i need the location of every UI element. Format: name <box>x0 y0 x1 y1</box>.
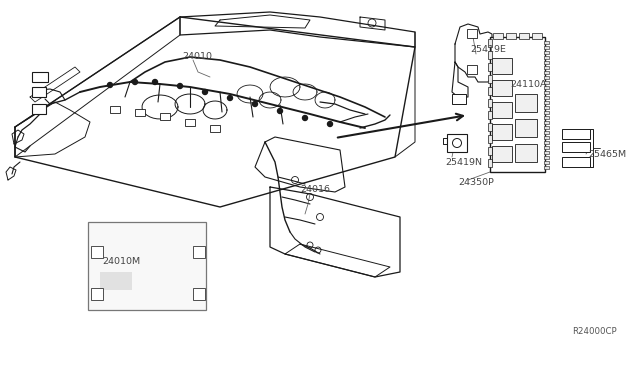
Bar <box>467 65 477 74</box>
Bar <box>100 272 132 290</box>
Circle shape <box>202 90 207 94</box>
Text: 24010: 24010 <box>182 52 212 61</box>
Bar <box>488 51 492 59</box>
Text: 25465M: 25465M <box>588 150 626 159</box>
Text: 25419E: 25419E <box>470 45 506 54</box>
Bar <box>544 51 549 54</box>
Bar <box>488 87 492 95</box>
Bar <box>562 142 590 152</box>
Bar <box>544 56 549 59</box>
Bar <box>544 111 549 114</box>
Bar <box>488 75 492 83</box>
Bar <box>210 125 220 132</box>
Bar <box>544 91 549 94</box>
Bar <box>544 116 549 119</box>
Bar <box>544 141 549 144</box>
Bar <box>91 246 103 258</box>
Bar <box>488 159 492 167</box>
Circle shape <box>152 80 157 84</box>
Bar <box>193 246 205 258</box>
Bar <box>110 106 120 113</box>
Bar <box>488 99 492 107</box>
Bar <box>515 94 537 112</box>
Circle shape <box>108 83 113 87</box>
Bar <box>160 113 170 120</box>
Bar <box>519 33 529 39</box>
Bar <box>447 134 467 152</box>
Text: 25419N: 25419N <box>445 158 482 167</box>
Text: 24016: 24016 <box>300 185 330 194</box>
Text: 24350P: 24350P <box>458 178 494 187</box>
Bar <box>544 161 549 164</box>
Bar <box>544 96 549 99</box>
Bar <box>544 151 549 154</box>
Circle shape <box>253 102 257 106</box>
Bar <box>544 136 549 139</box>
Bar <box>193 288 205 300</box>
Text: R24000CP: R24000CP <box>572 327 616 336</box>
Text: 24110A: 24110A <box>510 80 547 89</box>
Bar <box>562 157 590 167</box>
Bar <box>88 222 206 310</box>
Circle shape <box>132 80 138 84</box>
Bar <box>490 37 545 172</box>
Bar <box>32 72 48 82</box>
Bar <box>452 94 466 104</box>
Bar <box>492 146 512 162</box>
Bar <box>544 86 549 89</box>
Bar <box>32 104 46 114</box>
Bar <box>544 41 549 44</box>
Circle shape <box>328 122 333 126</box>
Bar <box>544 121 549 124</box>
Bar <box>488 63 492 71</box>
Bar <box>532 33 542 39</box>
Bar <box>488 147 492 155</box>
Circle shape <box>278 109 282 113</box>
Bar <box>544 46 549 49</box>
Bar <box>544 66 549 69</box>
Bar <box>506 33 516 39</box>
Bar <box>562 129 590 139</box>
Bar <box>544 106 549 109</box>
Text: 24010M: 24010M <box>102 257 140 266</box>
Bar <box>492 58 512 74</box>
Bar <box>32 87 46 97</box>
Bar <box>544 131 549 134</box>
Bar <box>544 81 549 84</box>
Bar <box>488 111 492 119</box>
Bar <box>135 109 145 116</box>
Circle shape <box>177 83 182 89</box>
Bar <box>544 126 549 129</box>
Circle shape <box>303 115 307 121</box>
Bar <box>488 39 492 47</box>
Bar <box>492 124 512 140</box>
Bar <box>544 71 549 74</box>
Bar <box>488 135 492 143</box>
Bar <box>515 119 537 137</box>
Bar <box>492 80 512 96</box>
Bar <box>493 33 503 39</box>
Bar <box>544 61 549 64</box>
Bar <box>185 119 195 126</box>
Bar <box>91 288 103 300</box>
Bar <box>544 101 549 104</box>
Bar <box>515 144 537 162</box>
Bar <box>544 146 549 149</box>
Circle shape <box>227 96 232 100</box>
Bar <box>544 76 549 79</box>
Bar <box>488 123 492 131</box>
Bar <box>544 156 549 159</box>
Bar <box>544 166 549 169</box>
Bar <box>467 29 477 38</box>
Bar <box>492 102 512 118</box>
